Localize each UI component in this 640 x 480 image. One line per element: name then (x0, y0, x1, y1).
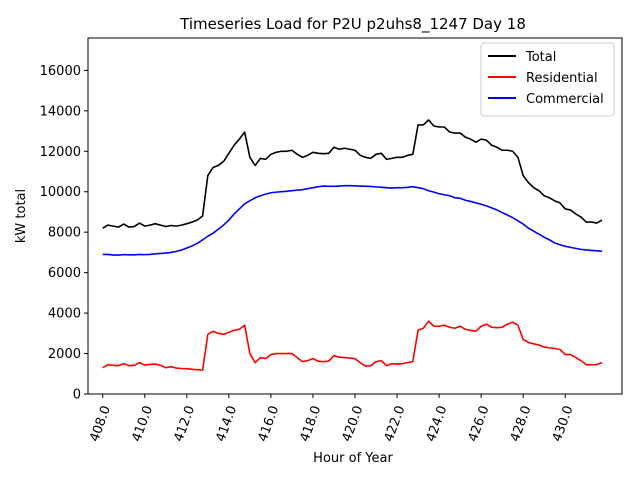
legend-label-residential: Residential (526, 71, 598, 86)
y-tick-label: 14000 (40, 104, 81, 119)
series-line-residential (102, 320, 603, 371)
legend-label-total: Total (525, 50, 556, 65)
series-line-commercial (102, 184, 603, 256)
y-tick-label: 0 (73, 388, 81, 403)
y-tick-label: 4000 (48, 307, 81, 322)
y-tick-label: 10000 (40, 185, 81, 200)
chart-title: Timeseries Load for P2U p2uhs8_1247 Day … (179, 15, 526, 34)
y-tick-label: 16000 (40, 64, 81, 79)
y-tick-label: 12000 (40, 145, 81, 160)
legend-label-commercial: Commercial (526, 92, 604, 107)
y-tick-label: 6000 (48, 266, 81, 281)
y-tick-label: 8000 (48, 226, 81, 241)
y-tick-label: 2000 (48, 347, 81, 362)
legend: Total Residential Commercial (480, 42, 615, 117)
x-axis-label: Hour of Year (313, 451, 393, 466)
y-axis-label: kW total (14, 189, 29, 243)
series-line-total (102, 119, 603, 229)
